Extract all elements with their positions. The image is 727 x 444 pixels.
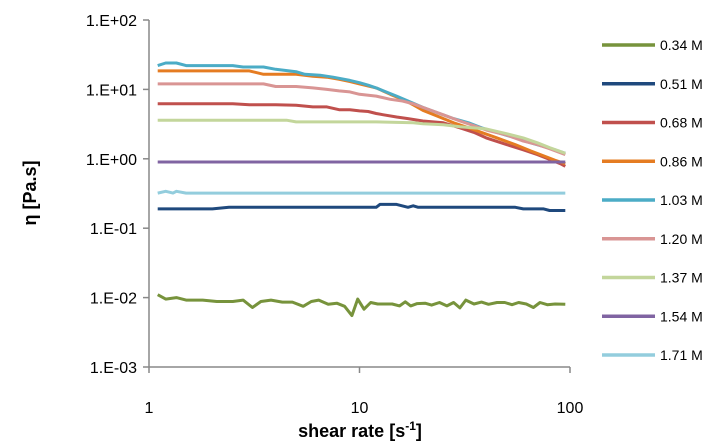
- legend-item: 1.37 M: [602, 270, 703, 286]
- series-lines: [156, 61, 567, 318]
- x-ticks: 1 10 100: [145, 367, 584, 417]
- legend-label: 1.03 M: [660, 192, 703, 208]
- series-line-6: [157, 82, 566, 157]
- series-line-9: [157, 189, 566, 195]
- legend-item: 0.68 M: [602, 115, 703, 131]
- legend-label: 1.20 M: [660, 231, 703, 247]
- y-tick-label: 1.E-02: [90, 291, 137, 308]
- series-line-1: [156, 293, 566, 318]
- legend-item: 1.54 M: [602, 308, 703, 324]
- y-axis-title: η [Pa.s]: [20, 160, 40, 225]
- legend-label: 0.34 M: [660, 37, 703, 53]
- legend-item: 0.86 M: [602, 153, 703, 169]
- legend-item: 0.34 M: [602, 37, 703, 53]
- legend-label: 0.86 M: [660, 153, 703, 169]
- series-line-2: [157, 202, 566, 212]
- series-line-7: [157, 118, 566, 155]
- plot-area: 1.E-03 1.E-02 1.E-01 1.E+00 1.E+01 1.E+02 1 10…: [86, 13, 584, 417]
- y-tick-label: 1.E-01: [90, 221, 137, 238]
- x-axis-unit-close: ]: [416, 421, 422, 441]
- x-axis-title: shear rate [s-1]: [298, 419, 422, 441]
- y-tick-label: 1.E+01: [86, 82, 137, 99]
- y-tick-label: 1.E+00: [86, 152, 137, 169]
- x-axis-title-text: shear rate: [298, 421, 384, 441]
- legend-label: 1.37 M: [660, 270, 703, 286]
- x-tick-label: 10: [351, 400, 369, 417]
- legend-item: 1.20 M: [602, 231, 703, 247]
- y-tick-label: 1.E+02: [86, 13, 137, 30]
- legend-item: 0.51 M: [602, 76, 703, 92]
- x-tick-label: 100: [557, 400, 584, 417]
- legend-label: 1.54 M: [660, 308, 703, 324]
- series-line-3: [157, 102, 567, 168]
- legend-label: 1.71 M: [660, 347, 703, 363]
- legend-item: 1.03 M: [602, 192, 703, 208]
- legend: 0.34 M 0.51 M 0.68 M 0.86 M 1.03 M 1.20 M 1.37…: [602, 37, 703, 363]
- legend-item: 1.71 M: [602, 347, 703, 363]
- legend-label: 0.51 M: [660, 76, 703, 92]
- y-ticks: 1.E-03 1.E-02 1.E-01 1.E+00 1.E+01 1.E+02: [86, 13, 149, 377]
- x-tick-label: 1: [145, 400, 154, 417]
- y-tick-label: 1.E-03: [90, 360, 137, 377]
- x-axis-unit-base: s: [395, 421, 405, 441]
- legend-label: 0.68 M: [660, 115, 703, 131]
- x-axis-unit-exp: -1: [405, 419, 416, 433]
- x-axis-title-space: [: [384, 421, 395, 441]
